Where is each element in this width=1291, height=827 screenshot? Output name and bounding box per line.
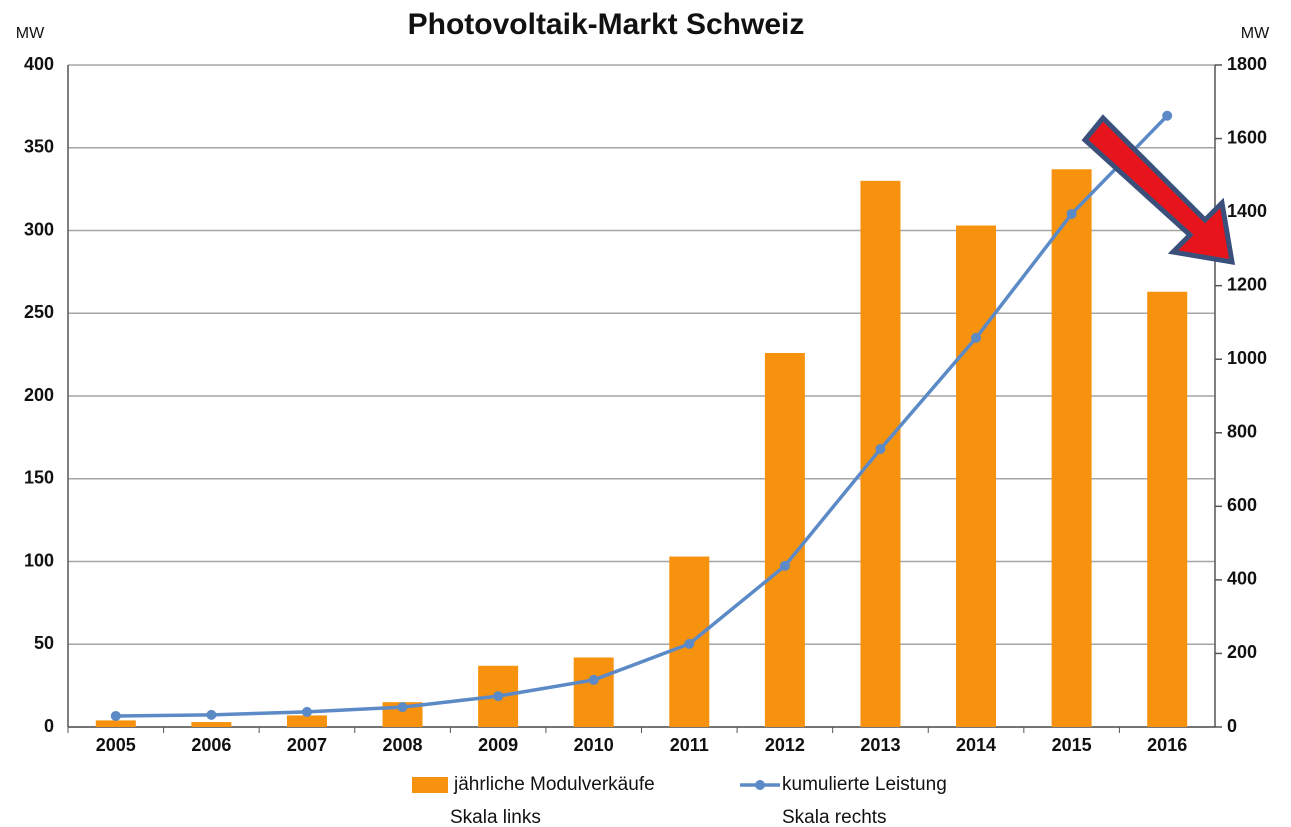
line-point — [684, 638, 695, 649]
y2-tick-label: 400 — [1227, 569, 1257, 589]
bar — [95, 720, 136, 727]
legend-swatch — [755, 780, 765, 790]
line-point — [397, 702, 408, 713]
x-tick-label: 2010 — [574, 735, 614, 755]
chart-title: Photovoltaik-Markt Schweiz — [408, 8, 805, 41]
y-tick-label: 400 — [24, 54, 54, 74]
y-tick-label: 300 — [24, 219, 54, 239]
y-tick-label: 100 — [24, 550, 54, 570]
x-tick-label: 2005 — [96, 735, 136, 755]
x-tick-label: 2007 — [287, 735, 327, 755]
x-tick-label: 2014 — [956, 735, 996, 755]
bar — [573, 657, 614, 727]
bar — [956, 225, 997, 727]
line — [115, 114, 1169, 718]
y2-axis-label: MW — [1241, 25, 1270, 42]
x-tick-label: 2011 — [670, 735, 709, 755]
y2-tick-label: 0 — [1227, 716, 1237, 736]
line-point — [110, 710, 121, 721]
bar — [764, 352, 805, 727]
y2-tick-label: 800 — [1227, 422, 1257, 442]
legend-swatch — [412, 777, 448, 793]
x-tick-label: 2008 — [383, 735, 423, 755]
y2-tick-label: 1000 — [1227, 348, 1267, 368]
x-tick-label: 2012 — [765, 735, 805, 755]
y-tick-label: 250 — [24, 302, 54, 322]
legend-label: jährliche Modulverkäufe — [453, 774, 655, 795]
y2-tick-label: 1800 — [1227, 54, 1267, 74]
y-tick-label: 0 — [44, 716, 54, 736]
plot: 0 50 100 150 200 250 300 350 400 0 200 400 600 800 100… — [24, 54, 1267, 827]
y-axis-label: MW — [16, 25, 45, 42]
bar — [1051, 169, 1092, 727]
line-point — [1066, 208, 1077, 219]
bar — [191, 722, 232, 727]
line-point — [971, 332, 982, 343]
line-point — [206, 709, 217, 720]
y-tick-label: 200 — [24, 385, 54, 405]
y2-tick-label: 1200 — [1227, 274, 1267, 294]
x-tick-label: 2009 — [478, 735, 518, 755]
x-tick-label: 2016 — [1147, 735, 1187, 755]
y2-tick-label: 200 — [1227, 642, 1257, 662]
x-tick-label: 2013 — [860, 735, 900, 755]
line-point — [588, 674, 599, 685]
legend-note: Skala rechts — [782, 807, 887, 827]
line-point — [875, 443, 886, 454]
y-tick-label: 150 — [24, 468, 54, 488]
x-tick-label: 2015 — [1052, 735, 1092, 755]
bar — [286, 715, 327, 727]
line-point — [779, 560, 790, 571]
legend-label: kumulierte Leistung — [782, 774, 947, 795]
bar — [1147, 291, 1188, 727]
y2-tick-label: 1600 — [1227, 127, 1267, 147]
y2-tick-label: 1400 — [1227, 201, 1267, 221]
y2-tick-label: 600 — [1227, 495, 1257, 515]
line-point — [493, 691, 504, 702]
line-point — [301, 706, 312, 717]
x-tick-label: 2006 — [191, 735, 231, 755]
y-tick-label: 350 — [24, 137, 54, 157]
annotation-arrow — [1081, 114, 1236, 266]
legend-note: Skala links — [450, 807, 541, 827]
y-tick-label: 50 — [34, 633, 54, 653]
line-point — [1162, 110, 1173, 121]
